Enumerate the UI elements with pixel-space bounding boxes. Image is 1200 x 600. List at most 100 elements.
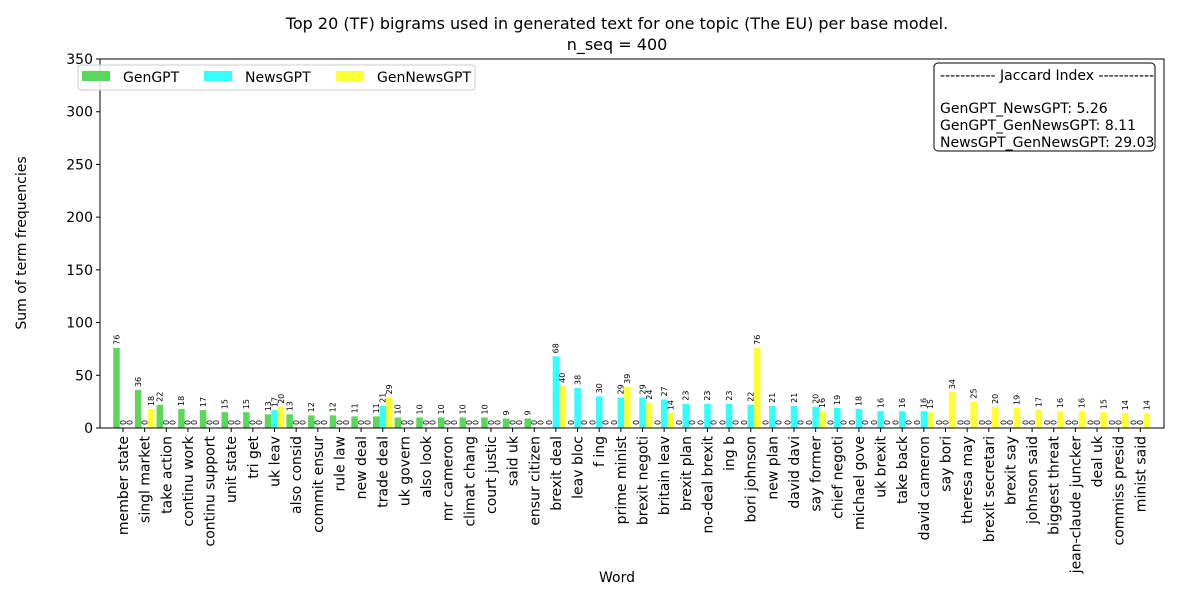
bar-value-label: 0 — [601, 420, 610, 425]
bar-value-label: 16 — [876, 398, 885, 408]
x-tick-label: take back — [895, 435, 911, 504]
bar-value-label: 18 — [147, 396, 156, 406]
bar-value-label: 29 — [617, 384, 626, 394]
bar-value-label: 0 — [212, 420, 221, 425]
bar-NewsGPT — [271, 410, 278, 428]
bar-value-label: 0 — [335, 420, 344, 425]
bar-value-label: 0 — [530, 420, 539, 425]
bar-GenGPT — [156, 404, 164, 428]
bar-NewsGPT — [855, 409, 863, 428]
bar-value-label: 14 — [1143, 400, 1152, 410]
bar-GenGPT — [437, 417, 445, 428]
bar-GenGPT — [113, 347, 120, 428]
bar-NewsGPT — [660, 399, 668, 428]
x-tick-label: f ing — [592, 436, 608, 467]
bar-value-label: 21 — [379, 393, 388, 403]
plot-frame — [99, 58, 1165, 429]
legend-swatch — [82, 71, 110, 81]
bar-value-label: 0 — [978, 420, 987, 425]
bar-value-label: 13 — [285, 401, 294, 411]
bar-value-label: 23 — [725, 391, 734, 401]
x-tick-label: theresa may — [960, 436, 976, 524]
bar-value-label: 14 — [1121, 400, 1130, 410]
bar-NewsGPT — [877, 411, 884, 428]
bar-value-label: 15 — [242, 399, 251, 409]
bar-value-label: 16 — [898, 398, 907, 408]
bar-value-label: 0 — [320, 420, 329, 425]
bar-value-label: 0 — [1028, 420, 1037, 425]
bar-value-label: 0 — [407, 420, 416, 425]
legend-label: GenGPT — [123, 70, 180, 86]
bar-GenNewsGPT — [948, 392, 956, 428]
bar-value-label: 0 — [805, 420, 814, 425]
jaccard-annotation: ----------- Jaccard Index ----------- Gen… — [933, 62, 1156, 152]
x-tick-label: uk leav — [268, 436, 284, 487]
chart-subtitle: n_seq = 400 — [567, 35, 668, 55]
x-tick-label: biggest threat — [1047, 435, 1063, 534]
bar-value-label: 0 — [169, 420, 178, 425]
x-tick-label: ing b — [722, 436, 738, 471]
bar-NewsGPT — [617, 397, 625, 428]
bar-value-label: 29 — [385, 384, 394, 394]
bar-value-label: 19 — [833, 395, 842, 405]
bar-value-label: 0 — [840, 420, 849, 425]
bar-NewsGPT — [920, 411, 928, 428]
x-tick-label: also look — [419, 435, 435, 498]
bar-value-label: 0 — [1065, 420, 1074, 425]
bar-value-label: 0 — [1108, 420, 1117, 425]
bar-value-label: 12 — [329, 402, 338, 412]
bar-GenNewsGPT — [818, 411, 826, 428]
bar-value-label: 13 — [264, 401, 273, 411]
x-tick-label: minist said — [1133, 436, 1149, 512]
bar-GenGPT — [524, 418, 532, 428]
bar-value-label: 21 — [768, 393, 777, 403]
bar-GenNewsGPT — [147, 409, 155, 428]
bar-value-label: 0 — [184, 420, 193, 425]
bar-value-label: 0 — [731, 420, 740, 425]
bar-value-label: 0 — [357, 420, 366, 425]
bar-GenNewsGPT — [1035, 410, 1042, 428]
chart-title: Top 20 (TF) bigrams used in generated te… — [285, 14, 948, 33]
x-tick-label: said uk — [506, 435, 522, 486]
bar-GenGPT — [416, 417, 423, 428]
x-tick-label: mr cameron — [441, 436, 457, 521]
bar-value-label: 23 — [703, 391, 712, 401]
bar-value-label: 12 — [307, 402, 316, 412]
bar-value-label: 0 — [363, 420, 372, 425]
bar-value-label: 0 — [775, 420, 784, 425]
x-tick-label: britain leav — [657, 436, 673, 515]
bar-NewsGPT — [747, 404, 754, 428]
bar-GenGPT — [199, 410, 207, 428]
bar-value-label: 0 — [465, 420, 474, 425]
annotation-line: GenGPT_GenNewsGPT: 8.11 — [940, 118, 1136, 134]
bar-value-label: 0 — [653, 420, 662, 425]
bar-GenNewsGPT — [753, 347, 761, 428]
x-tick-label: brexit negoti — [635, 436, 651, 525]
bar-GenNewsGPT — [385, 397, 393, 428]
legend-swatch — [336, 71, 364, 81]
bar-value-label: 0 — [1086, 420, 1095, 425]
x-tick-label: trade deal — [376, 436, 392, 508]
bar-value-label: 0 — [545, 420, 554, 425]
bar-value-label: 20 — [991, 394, 1000, 404]
bar-value-label: 0 — [342, 420, 351, 425]
x-tick-label: commiss presid — [1112, 436, 1128, 545]
bar-value-label: 14 — [666, 400, 675, 410]
bar-value-label: 20 — [277, 394, 286, 404]
bar-GenGPT — [264, 414, 272, 428]
x-tick-label: uk govern — [397, 436, 413, 506]
x-tick-label: say former — [809, 436, 825, 512]
bar-value-label: 38 — [573, 375, 582, 385]
bar-value-label: 0 — [710, 420, 719, 425]
bar-GenGPT — [243, 412, 250, 428]
bar-value-label: 76 — [753, 335, 762, 345]
x-tick-label: jean-claude juncker — [1068, 436, 1084, 575]
bar-value-label: 0 — [913, 420, 922, 425]
bar-value-label: 0 — [861, 420, 870, 425]
bar-GenNewsGPT — [1056, 411, 1064, 428]
x-tick-label: continu support — [203, 435, 219, 546]
bar-value-label: 0 — [610, 420, 619, 425]
bar-value-label: 10 — [394, 404, 403, 414]
bar-value-label: 24 — [645, 390, 654, 400]
